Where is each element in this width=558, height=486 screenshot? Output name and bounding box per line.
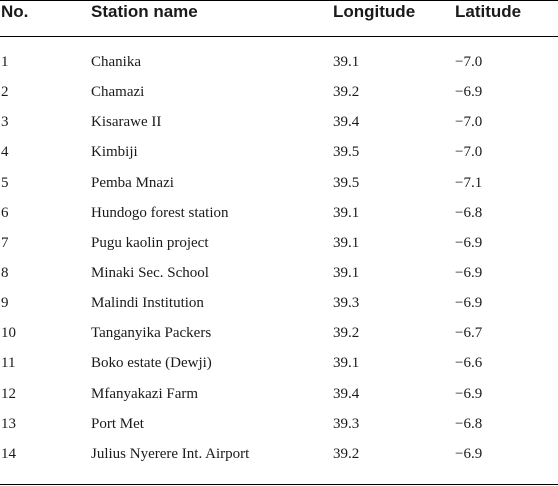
table-row: 14 Julius Nyerere Int. Airport 39.2 −6.9 (0, 444, 558, 474)
cell-longitude: 39.2 (333, 84, 360, 101)
cell-no: 7 (1, 234, 9, 251)
cell-no: 11 (1, 355, 16, 372)
cell-station-name: Chamazi (91, 84, 145, 101)
header-no: No. (1, 2, 29, 21)
cell-no: 12 (1, 385, 16, 402)
cell-latitude: −6.8 (455, 415, 483, 432)
cell-no: 10 (1, 325, 16, 342)
cell-latitude: −6.8 (455, 204, 483, 221)
cell-longitude: 39.2 (333, 325, 360, 342)
cell-station-name: Malindi Institution (91, 295, 204, 312)
table-row: 10 Tanganyika Packers 39.2 −6.7 (0, 323, 558, 353)
cell-latitude: −6.9 (455, 445, 483, 462)
cell-no: 8 (1, 264, 9, 281)
cell-station-name: Hundogo forest station (91, 204, 229, 221)
cell-no: 5 (1, 174, 9, 191)
cell-no: 1 (1, 54, 9, 70)
table-row: 3 Kisarawe II 39.4 −7.0 (0, 112, 558, 142)
cell-station-name: Julius Nyerere Int. Airport (91, 445, 250, 462)
cell-station-name: Tanganyika Packers (91, 325, 212, 342)
table-row: 5 Pemba Mnazi 39.5 −7.1 (0, 173, 558, 203)
cell-station-name: Pugu kaolin project (91, 234, 209, 251)
cell-longitude: 39.1 (333, 54, 360, 70)
table-row: 1 Chanika 39.1 −7.0 (0, 52, 558, 82)
table-row: 11 Boko estate (Dewji) 39.1 −6.6 (0, 353, 558, 383)
table-row: 2 Chamazi 39.2 −6.9 (0, 82, 558, 112)
table-row: 13 Port Met 39.3 −6.8 (0, 414, 558, 444)
header-longitude: Longitude (333, 2, 416, 21)
cell-no: 2 (1, 84, 9, 101)
table-row: 8 Minaki Sec. School 39.1 −6.9 (0, 263, 558, 293)
cell-no: 14 (1, 445, 16, 462)
cell-station-name: Mfanyakazi Farm (91, 385, 199, 402)
cell-latitude: −6.6 (455, 355, 483, 372)
header-latitude: Latitude (455, 2, 522, 21)
table-header-row: No. Station name Longitude Latitude (0, 0, 558, 36)
table-row: 6 Hundogo forest station 39.1 −6.8 (0, 203, 558, 233)
cell-longitude: 39.1 (333, 204, 360, 221)
cell-longitude: 39.1 (333, 264, 360, 281)
cell-latitude: −7.0 (455, 114, 483, 131)
table-row: 12 Mfanyakazi Farm 39.4 −6.9 (0, 384, 558, 414)
cell-no: 3 (1, 114, 9, 131)
cell-no: 13 (1, 415, 16, 432)
cell-station-name: Pemba Mnazi (91, 174, 174, 191)
cell-station-name: Port Met (91, 415, 144, 432)
table-row: 7 Pugu kaolin project 39.1 −6.9 (0, 233, 558, 263)
cell-longitude: 39.4 (333, 114, 360, 131)
header-station-name: Station name (91, 2, 198, 21)
cell-no: 6 (1, 204, 9, 221)
cell-station-name: Minaki Sec. School (91, 264, 209, 281)
cell-latitude: −6.9 (455, 264, 483, 281)
cell-longitude: 39.2 (333, 445, 360, 462)
cell-latitude: −6.7 (455, 325, 483, 342)
table-row: 4 Kimbiji 39.5 −7.0 (0, 142, 558, 172)
table-body: 1 Chanika 39.1 −7.0 2 Chamazi 39.2 −6.9 … (0, 52, 558, 474)
cell-latitude: −6.9 (455, 385, 483, 402)
cell-longitude: 39.5 (333, 174, 360, 191)
cell-no: 9 (1, 295, 9, 312)
cell-longitude: 39.5 (333, 144, 360, 161)
cell-station-name: Kisarawe II (91, 114, 162, 131)
table-top-rule (0, 0, 558, 1)
cell-latitude: −6.9 (455, 84, 483, 101)
cell-longitude: 39.1 (333, 355, 360, 372)
cell-longitude: 39.1 (333, 234, 360, 251)
cell-latitude: −7.0 (455, 144, 483, 161)
cell-latitude: −6.9 (455, 295, 483, 312)
cell-longitude: 39.3 (333, 415, 360, 432)
cell-station-name: Chanika (91, 54, 141, 70)
table-header-rule (0, 36, 558, 37)
cell-station-name: Boko estate (Dewji) (91, 355, 212, 372)
cell-latitude: −7.0 (455, 54, 483, 70)
cell-longitude: 39.4 (333, 385, 360, 402)
table-row: 9 Malindi Institution 39.3 −6.9 (0, 293, 558, 323)
cell-longitude: 39.3 (333, 295, 360, 312)
cell-no: 4 (1, 144, 9, 161)
cell-latitude: −6.9 (455, 234, 483, 251)
cell-station-name: Kimbiji (91, 144, 138, 161)
table-bottom-rule (0, 484, 558, 485)
cell-latitude: −7.1 (455, 174, 483, 191)
